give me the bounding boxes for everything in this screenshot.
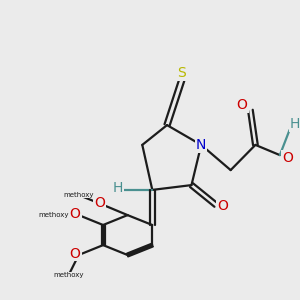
Text: O: O [70, 247, 81, 260]
Text: O: O [237, 98, 248, 112]
Text: O: O [70, 207, 81, 220]
Text: methoxy: methoxy [39, 212, 69, 218]
Text: O: O [94, 196, 105, 210]
Text: methoxy: methoxy [63, 192, 94, 198]
Text: N: N [196, 138, 206, 152]
Text: methoxy: methoxy [53, 272, 84, 278]
Text: O: O [217, 200, 228, 213]
Text: H: H [290, 117, 300, 131]
Text: S: S [177, 66, 186, 80]
Text: H: H [112, 182, 123, 195]
Text: O: O [282, 151, 293, 165]
